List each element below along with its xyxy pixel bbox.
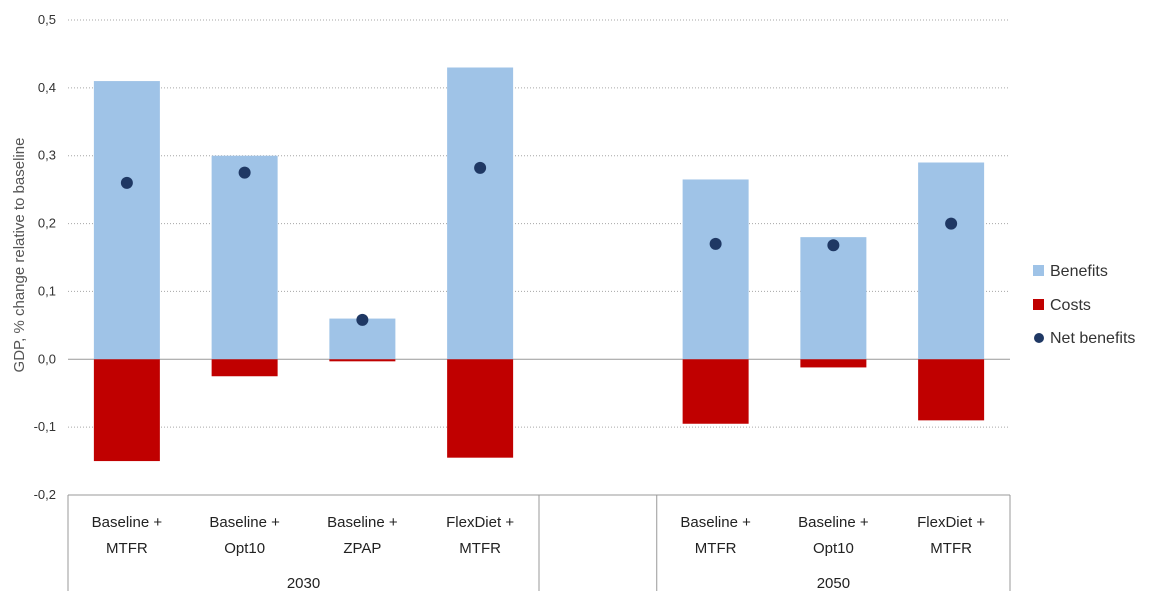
legend-swatch (1033, 265, 1044, 276)
net-benefits-point (474, 161, 487, 174)
legend-label: Benefits (1050, 263, 1108, 280)
gridlines (68, 19, 1010, 496)
benefits-bar (800, 237, 867, 360)
legend-swatch (1033, 299, 1044, 310)
category-label: Baseline + (798, 514, 869, 531)
category-label: MTFR (459, 540, 501, 557)
y-tick-label: 0,5 (38, 12, 56, 27)
costs-bar (329, 359, 396, 362)
y-tick-labels: -0,2 -0,1 0,0 0,1 0,2 0,3 0,4 0,5 (34, 12, 56, 502)
category-label: Opt10 (224, 540, 265, 557)
net-benefits-point (827, 239, 840, 252)
net-benefits-point (709, 237, 722, 250)
y-tick-label: -0,1 (34, 419, 56, 434)
benefits-bar (918, 162, 985, 360)
bars (93, 67, 985, 462)
costs-bar (447, 359, 514, 458)
y-tick-label: 0,3 (38, 148, 56, 163)
y-tick-label: -0,2 (34, 487, 56, 502)
group-label: 2050 (817, 575, 850, 591)
category-label: MTFR (695, 540, 737, 557)
costs-bar (800, 359, 867, 368)
legend-label: Net benefits (1050, 330, 1135, 347)
net-benefits-point (120, 176, 133, 189)
legend: Benefits Costs Net benefits (1033, 263, 1135, 347)
net-benefits-point (238, 166, 251, 179)
y-axis-label: GDP, % change relative to baseline (11, 138, 28, 373)
costs-bar (918, 359, 985, 421)
category-label: Baseline + (209, 514, 280, 531)
category-label: FlexDiet + (917, 514, 985, 531)
legend-marker (1034, 333, 1044, 343)
benefits-bar (211, 155, 278, 360)
category-label: MTFR (106, 540, 148, 557)
net-benefit-points (120, 161, 958, 326)
category-label: Baseline + (92, 514, 163, 531)
costs-bar (93, 359, 160, 462)
y-tick-label: 0,2 (38, 216, 56, 231)
category-label: Opt10 (813, 540, 854, 557)
costs-bar (211, 359, 278, 377)
net-benefits-point (945, 217, 958, 230)
legend-label: Costs (1050, 297, 1091, 314)
category-axis: Baseline + MTFR Baseline + Opt10 Baseline + Z… (67, 494, 1011, 591)
benefits-bar (93, 81, 160, 360)
category-label: MTFR (930, 540, 972, 557)
benefits-bar (447, 67, 514, 360)
group-label: 2030 (287, 575, 320, 591)
category-label: FlexDiet + (446, 514, 514, 531)
category-label: ZPAP (343, 540, 381, 557)
category-label: Baseline + (680, 514, 751, 531)
y-tick-label: 0,1 (38, 283, 56, 298)
net-benefits-point (356, 313, 369, 326)
benefits-bar (682, 179, 749, 360)
category-label: Baseline + (327, 514, 398, 531)
y-tick-label: 0,4 (38, 80, 56, 95)
costs-bar (682, 359, 749, 424)
y-tick-label: 0,0 (38, 351, 56, 366)
